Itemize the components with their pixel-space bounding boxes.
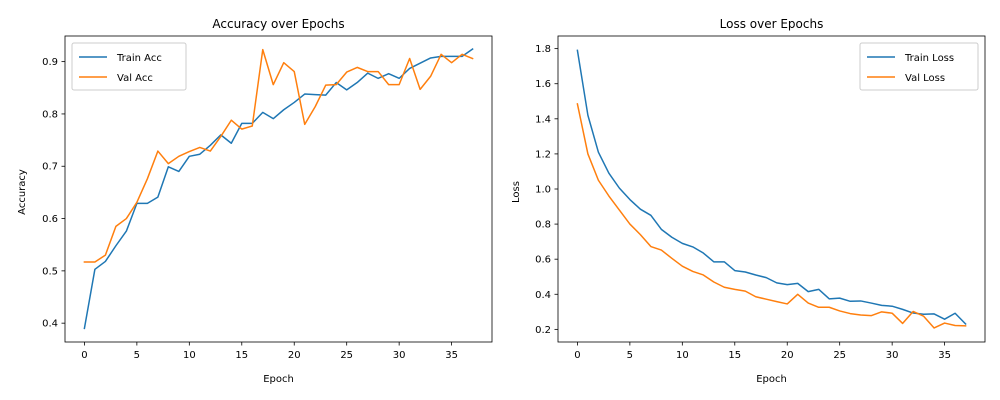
chart-title: Loss over Epochs [720, 17, 824, 31]
x-tick-label: 15 [235, 350, 248, 361]
loss-chart: Loss over Epochs Epoch Loss 0 5 10 15 20 25 30… [511, 17, 986, 385]
y-axis-label: Accuracy [17, 169, 28, 215]
series-line-train-loss [576, 49, 967, 325]
y-tick-label: 0.2 [535, 325, 551, 336]
x-tick-label: 25 [833, 350, 846, 361]
y-tick-label: 0.8 [42, 109, 58, 120]
y-tick-label: 1.4 [535, 114, 551, 125]
plot-area-frame [64, 35, 493, 343]
x-tick-label: 15 [728, 350, 741, 361]
legend: Train Acc Val Acc [71, 42, 187, 91]
x-tick-label: 0 [81, 350, 87, 361]
x-tick-label: 20 [288, 350, 301, 361]
x-tick-label: 10 [183, 350, 196, 361]
x-axis-label: Epoch [263, 374, 294, 385]
chart-title: Accuracy over Epochs [212, 17, 344, 31]
x-tick-label: 10 [676, 350, 689, 361]
x-tick-label: 30 [393, 350, 406, 361]
x-axis-ticks: 0 5 10 15 20 25 30 35 [81, 342, 458, 361]
y-tick-label: 0.9 [42, 57, 58, 68]
legend-box [71, 42, 187, 91]
series-line-train-acc [83, 48, 474, 330]
y-tick-label: 1.6 [535, 79, 551, 90]
y-tick-label: 0.7 [42, 162, 58, 173]
series-line-val-loss [576, 103, 967, 329]
legend-label-val-acc: Val Acc [117, 73, 153, 84]
series-line-val-acc [83, 48, 474, 263]
series-lines [83, 48, 474, 330]
accuracy-chart: Accuracy over Epochs Epoch Accuracy 0 5 10… [17, 17, 493, 385]
x-tick-label: 5 [134, 350, 140, 361]
y-tick-label: 1.2 [535, 149, 551, 160]
x-tick-label: 5 [627, 350, 633, 361]
y-tick-label: 0.6 [42, 214, 58, 225]
legend-label-train-loss: Train Loss [904, 53, 954, 64]
x-tick-label: 0 [574, 350, 580, 361]
plot-area-frame [557, 35, 986, 343]
y-tick-label: 0.6 [535, 255, 551, 266]
y-tick-label: 0.8 [535, 220, 551, 231]
x-tick-label: 35 [938, 350, 951, 361]
x-axis-label: Epoch [756, 374, 787, 385]
legend-label-train-acc: Train Acc [116, 53, 162, 64]
y-tick-label: 0.4 [535, 290, 551, 301]
y-tick-label: 1.8 [535, 44, 551, 55]
x-tick-label: 30 [886, 350, 899, 361]
x-tick-label: 35 [445, 350, 458, 361]
series-lines [576, 49, 967, 329]
x-tick-label: 20 [781, 350, 794, 361]
y-tick-label: 0.5 [42, 266, 58, 277]
x-axis-ticks: 0 5 10 15 20 25 30 35 [574, 342, 951, 361]
y-axis-ticks: 0.2 0.4 0.6 0.8 1.0 1.2 1.4 1.6 1.8 [535, 44, 558, 336]
x-tick-label: 25 [340, 350, 353, 361]
legend: Train Loss Val Loss [859, 42, 979, 91]
y-axis-ticks: 0.4 0.5 0.6 0.7 0.8 0.9 [42, 57, 65, 330]
y-tick-label: 1.0 [535, 185, 551, 196]
legend-box [859, 42, 979, 91]
legend-label-val-loss: Val Loss [905, 73, 945, 84]
y-tick-label: 0.4 [42, 319, 58, 330]
y-axis-label: Loss [511, 181, 522, 203]
